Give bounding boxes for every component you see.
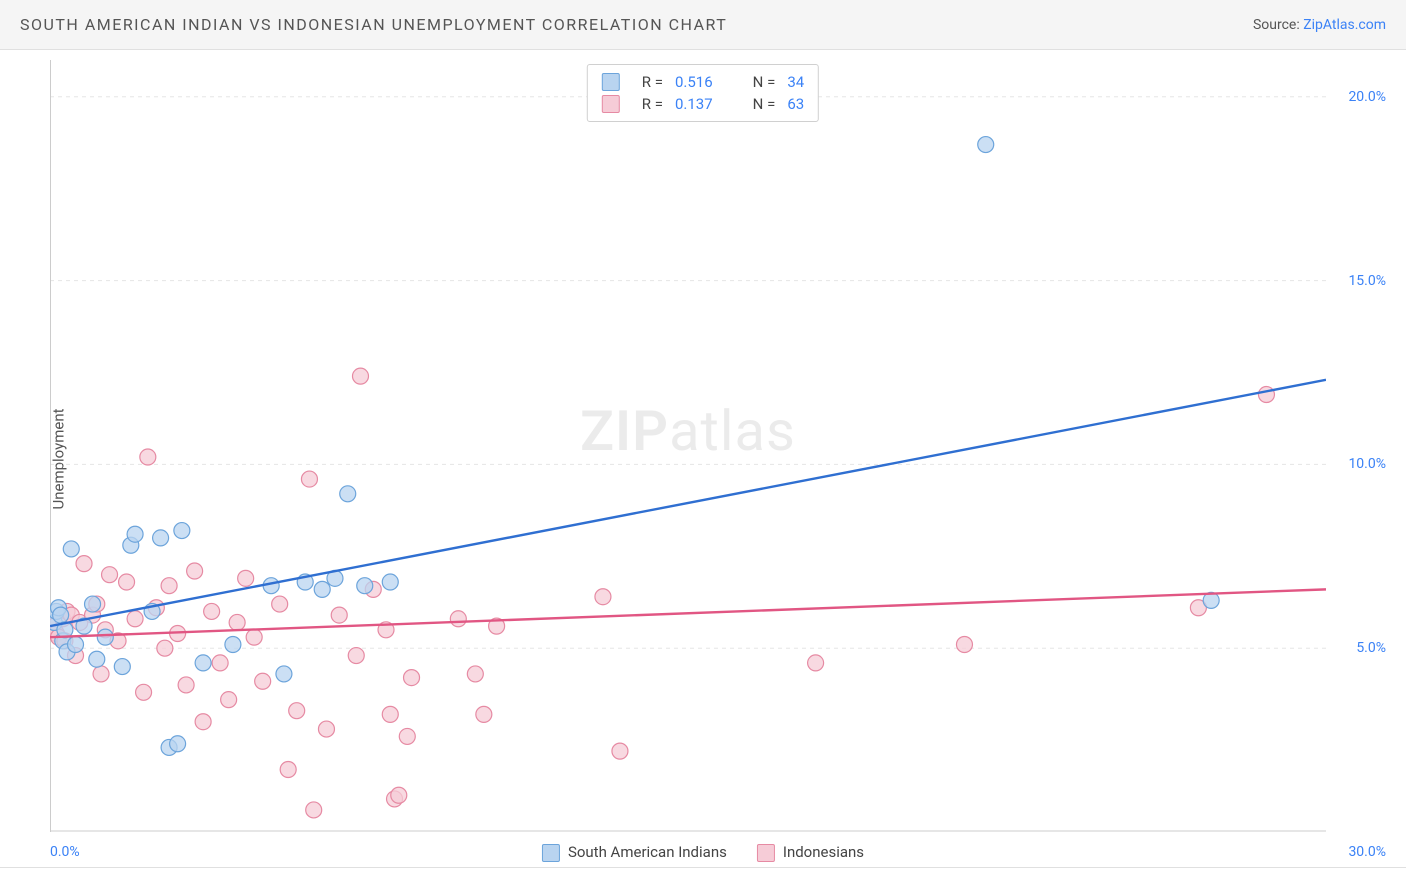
n-value-indo: 63: [787, 95, 804, 113]
r-value-sai: 0.516: [675, 73, 713, 91]
source-link[interactable]: ZipAtlas.com: [1303, 17, 1386, 33]
n-label: N =: [753, 95, 776, 113]
legend-swatch-indo-icon: [757, 844, 775, 862]
legend-swatch-sai-icon: [602, 73, 620, 91]
scatter-plot: ZIPatlas: [50, 60, 1326, 832]
legend-label-sai: South American Indians: [568, 843, 727, 861]
legend-row-sai: R = 0.516 N = 34: [602, 71, 804, 93]
n-value-sai: 34: [787, 73, 804, 91]
header-bar: SOUTH AMERICAN INDIAN VS INDONESIAN UNEM…: [0, 0, 1406, 50]
plot-svg: [50, 60, 1326, 832]
legend-item-indo: Indonesians: [757, 843, 864, 862]
r-value-indo: 0.137: [675, 95, 713, 113]
legend-item-sai: South American Indians: [542, 843, 727, 862]
r-label: R =: [642, 95, 663, 113]
y-tick-label: 20.0%: [1348, 89, 1386, 105]
y-tick-label: 10.0%: [1348, 456, 1386, 472]
y-tick-label: 5.0%: [1356, 640, 1386, 656]
footer-border: [0, 867, 1406, 868]
chart-area: Unemployment ZIPatlas 0.0% 30.0% South A…: [0, 50, 1406, 868]
x-axis-zero-label: 0.0%: [50, 844, 80, 860]
r-label: R =: [642, 73, 663, 91]
x-axis-legend: South American Indians Indonesians: [542, 843, 864, 862]
y-tick-label: 15.0%: [1348, 273, 1386, 289]
chart-title: SOUTH AMERICAN INDIAN VS INDONESIAN UNEM…: [20, 15, 727, 34]
x-axis-max-label: 30.0%: [1348, 844, 1386, 860]
legend-swatch-sai-icon: [542, 844, 560, 862]
legend-row-indo: R = 0.137 N = 63: [602, 93, 804, 115]
correlation-legend-box: R = 0.516 N = 34 R = 0.137 N = 63: [587, 64, 819, 122]
legend-label-indo: Indonesians: [783, 843, 864, 861]
source-prefix: Source:: [1253, 17, 1303, 33]
legend-swatch-indo-icon: [602, 95, 620, 113]
n-label: N =: [753, 73, 776, 91]
source-attribution: Source: ZipAtlas.com: [1253, 17, 1386, 33]
